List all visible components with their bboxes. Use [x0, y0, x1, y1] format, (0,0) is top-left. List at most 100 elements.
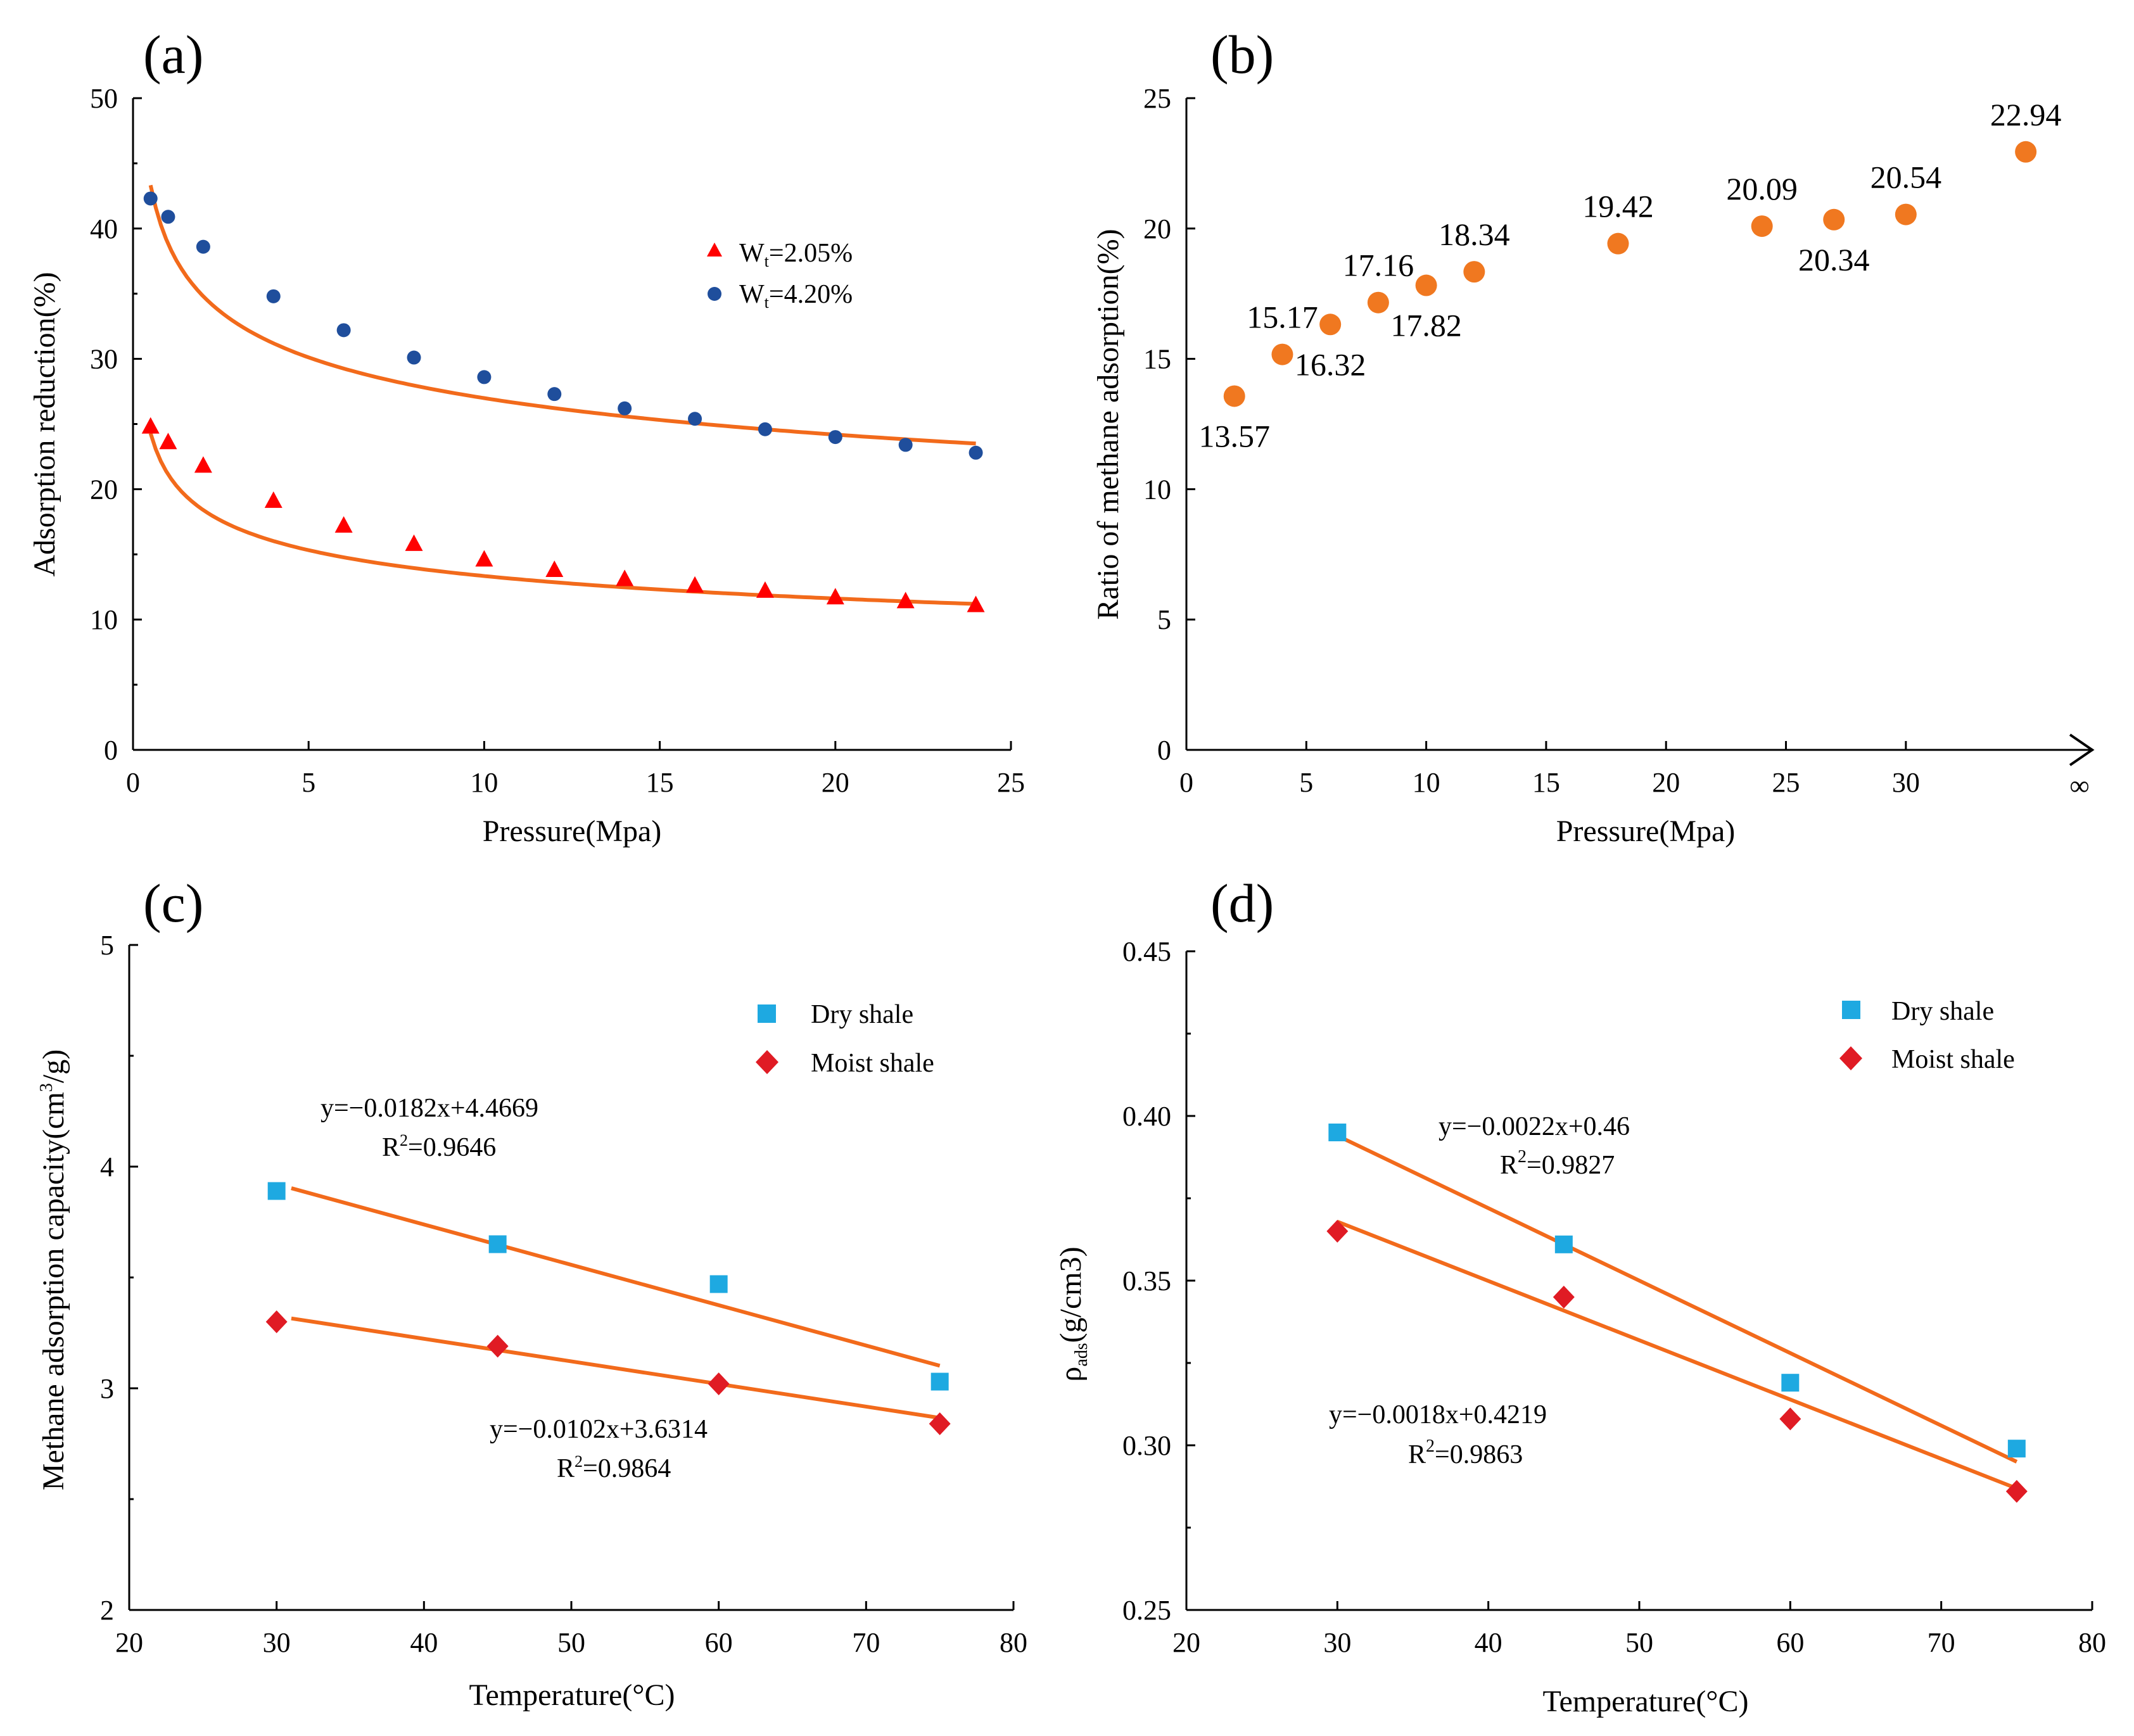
data-label: 13.57 [1198, 418, 1270, 453]
data-point-circle [969, 445, 983, 460]
y-tick-label: 5 [100, 930, 114, 961]
data-label: 20.09 [1726, 171, 1798, 206]
fit-curve-1 [148, 433, 976, 606]
panel-d-label: (d) [1210, 873, 1274, 934]
data-point-circle [618, 401, 632, 415]
panel-d-fit-lines [1337, 1134, 2018, 1490]
x-tick-label: 30 [263, 1627, 291, 1658]
x-tick-label: 20 [115, 1627, 143, 1658]
data-label: 18.34 [1439, 217, 1510, 252]
y-tick-label: 0.25 [1122, 1595, 1171, 1626]
x-tick-label: 30 [1892, 767, 1920, 798]
y-tick-label: 10 [1143, 474, 1171, 505]
data-point-square [1554, 1235, 1573, 1253]
y-tick-label: 25 [1143, 83, 1171, 114]
x-tick-label: 60 [705, 1627, 733, 1658]
data-point-triangle [194, 456, 212, 473]
x-tick-label: 20 [1652, 767, 1680, 798]
data-point-circle [898, 438, 913, 452]
data-point-square [2007, 1440, 2026, 1458]
data-point [1367, 291, 1389, 314]
legend-moist-shale-marker [1839, 1046, 1862, 1070]
fit-curve-2 [148, 184, 976, 446]
data-point [1223, 385, 1245, 407]
data-point-square [930, 1372, 949, 1391]
data-point [1415, 274, 1437, 296]
data-point-diamond [2005, 1479, 2028, 1503]
data-point-square [709, 1275, 728, 1293]
data-point-triangle [896, 592, 915, 609]
y-tick-label: 10 [90, 604, 118, 635]
data-point [1823, 208, 1845, 231]
panel-b-label: (b) [1210, 24, 1274, 85]
data-point-square [267, 1182, 286, 1200]
panel-c-fit-lines [291, 1186, 941, 1420]
y-tick-label: 2 [100, 1595, 114, 1626]
y-tick-label: 0.35 [1122, 1265, 1171, 1296]
y-tick-label: 20 [90, 474, 118, 505]
y-tick-label: 4 [100, 1151, 114, 1182]
data-point-triangle [826, 588, 844, 605]
panel-d-ticks: 20 30 40 50 60 70 80 0.25 0.30 0.35 0.40 0.45 [1122, 936, 2106, 1658]
x-tick-label: 10 [470, 767, 498, 798]
panel-b-infinity-label: ∞ [2069, 770, 2089, 801]
y-tick-label: 5 [1157, 604, 1171, 635]
data-point [1607, 232, 1629, 255]
y-tick-label: 15 [1143, 344, 1171, 375]
legend-item-wt-4-20: Wt=4.20% [739, 280, 853, 312]
data-point-diamond [1553, 1286, 1575, 1308]
legend-dry-shale-marker [758, 1004, 776, 1023]
x-tick-label: 0 [1179, 767, 1193, 798]
x-tick-label: 10 [1413, 767, 1440, 798]
panel-d: (d) 20 30 40 50 60 70 80 0.25 0.30 0.35 0.40 0.45 T… [1054, 873, 2106, 1718]
panel-c-ticks: 20 30 40 50 60 70 80 2 3 4 5 [100, 930, 1027, 1658]
data-point [1463, 261, 1485, 283]
data-point-diamond [1779, 1407, 1801, 1431]
x-tick-label: 70 [852, 1627, 880, 1658]
panel-b-y-title: Ratio of methane adsorption(%) [1091, 229, 1125, 619]
x-tick-label: 50 [557, 1627, 585, 1658]
x-tick-label: 25 [997, 767, 1025, 798]
x-tick-label: 25 [1772, 767, 1800, 798]
data-label: 22.94 [1990, 97, 2062, 132]
x-tick-label: 15 [646, 767, 674, 798]
data-label: 19.42 [1582, 189, 1654, 224]
data-point-square [1328, 1124, 1347, 1141]
legend-item-wt-2-05: Wt=2.05% [739, 239, 853, 270]
y-tick-label: 0.30 [1122, 1430, 1171, 1461]
x-tick-label: 80 [1000, 1627, 1027, 1658]
panel-d-equation-dry: y=−0.0022x+0.46 [1439, 1112, 1630, 1141]
data-point-triangle [967, 595, 985, 612]
panel-c-legend: Dry shale Moist shale [756, 1000, 934, 1078]
data-label: 15.17 [1247, 300, 1318, 335]
panel-c-r2-dry: R2=0.9646 [382, 1131, 496, 1162]
panel-a-x-title: Pressure(Mpa) [483, 814, 662, 848]
data-label: 16.32 [1295, 346, 1366, 382]
data-point-triangle [756, 581, 774, 598]
data-point [1319, 314, 1342, 336]
x-tick-label: 60 [1776, 1627, 1804, 1658]
y-tick-label: 0 [104, 735, 118, 766]
data-point-circle [828, 430, 842, 445]
y-tick-label: 0.45 [1122, 936, 1171, 967]
data-point-triangle [686, 576, 704, 593]
legend-item-dry-shale: Dry shale [1891, 997, 1994, 1026]
panel-c-equation-dry: y=−0.0182x+4.4669 [321, 1094, 538, 1123]
data-point-square [488, 1235, 507, 1253]
data-point-diamond [265, 1310, 288, 1333]
panel-c: (c) 20 30 40 50 60 70 80 2 3 4 5 Temperature(°C) M… [37, 873, 1027, 1712]
data-point-circle [161, 210, 175, 224]
fit-line-1 [1337, 1134, 2018, 1464]
legend-circle-marker [708, 287, 721, 301]
data-point-diamond [1326, 1220, 1349, 1243]
x-tick-label: 0 [126, 767, 140, 798]
data-point-circle [143, 191, 158, 206]
panel-c-y-title: Methane adsorption capacity(cm3/g) [37, 1049, 70, 1490]
y-tick-label: 0.40 [1122, 1101, 1171, 1132]
data-label: 20.34 [1798, 242, 1870, 277]
y-tick-label: 50 [90, 83, 118, 114]
x-tick-label: 80 [2078, 1627, 2106, 1658]
